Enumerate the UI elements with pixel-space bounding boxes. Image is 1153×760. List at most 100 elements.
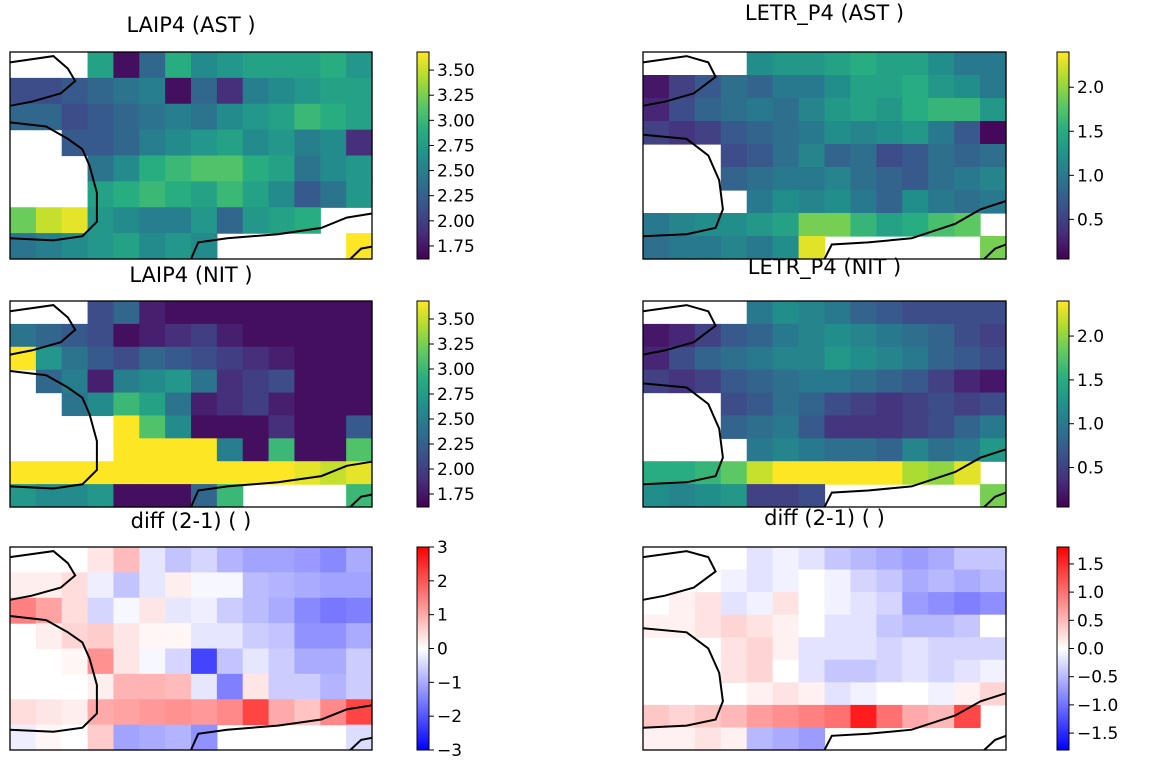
heatmap-cell: [928, 190, 955, 214]
heatmap-cell: [668, 484, 696, 508]
heatmap-cell: [113, 52, 140, 79]
heatmap-cell: [191, 52, 218, 79]
heatmap-cell: [87, 547, 115, 573]
heatmap-cell: [139, 369, 166, 394]
heatmap-cell: [668, 323, 696, 348]
heatmap-cell: [294, 415, 321, 439]
heatmap-cell: [320, 547, 347, 573]
heatmap-cell: [191, 301, 218, 325]
panel-title: LETR_P4 (NIT ): [748, 255, 901, 280]
heatmap-cell: [928, 438, 955, 462]
heatmap-cell: [268, 392, 296, 417]
heatmap-cell: [165, 346, 192, 371]
heatmap-cell: [720, 392, 748, 417]
heatmap-cell: [746, 301, 774, 325]
heatmap-cell: [113, 724, 140, 751]
heatmap-cell: [668, 75, 696, 99]
heatmap-cell: [824, 547, 852, 571]
colorbar-tick-label: 2.50: [437, 162, 475, 182]
panel-title: LAIP4 (AST ): [126, 13, 255, 37]
heatmap-cell: [694, 98, 722, 122]
heatmap-cell: [191, 415, 218, 439]
heatmap-cell: [954, 614, 981, 638]
heatmap-cell: [928, 75, 955, 99]
heatmap-cell: [720, 569, 748, 593]
heatmap-cell: [216, 52, 244, 79]
heatmap-cell: [850, 592, 877, 616]
heatmap-cell: [746, 415, 774, 439]
heatmap-cell: [346, 129, 373, 157]
heatmap-cell: [165, 233, 192, 260]
heatmap-cell: [242, 77, 270, 105]
heatmap-cell: [113, 346, 140, 371]
heatmap-cell: [165, 547, 192, 573]
heatmap-cell: [113, 572, 140, 599]
heatmap-cell: [87, 346, 115, 371]
heatmap-cell: [824, 346, 852, 371]
heatmap-cell: [876, 121, 903, 145]
heatmap-cell: [643, 569, 670, 593]
heatmap-cell: [850, 52, 877, 76]
heatmap-cell: [165, 484, 192, 508]
heatmap-cell: [746, 592, 774, 616]
heatmap-cell: [216, 103, 244, 131]
heatmap-cell: [165, 155, 192, 182]
heatmap-cell: [850, 415, 877, 439]
heatmap-cell: [242, 181, 270, 208]
heatmap-cell: [61, 103, 89, 131]
heatmap-cell: [746, 52, 774, 76]
heatmap-cell: [772, 592, 800, 616]
heatmap-cell: [798, 461, 826, 485]
heatmap-cell: [772, 461, 800, 485]
heatmap-cell: [772, 323, 800, 348]
colorbar-tick-label: 3.50: [437, 61, 475, 81]
heatmap-cell: [35, 346, 63, 371]
heatmap-cell: [87, 52, 115, 79]
colorbar-tick-label: 1.0: [1077, 583, 1104, 603]
heatmap-cell: [191, 648, 218, 675]
heatmap-cell: [772, 637, 800, 661]
heatmap-cell: [216, 77, 244, 105]
heatmap-cell: [980, 98, 1007, 122]
heatmap-panel-2: LETR_P4 (AST ) 2.0 1.5 1.0 0.5: [642, 1, 1104, 260]
heatmap-cell: [902, 190, 929, 214]
heatmap-cell: [87, 77, 115, 105]
heatmap-cell: [191, 233, 218, 260]
heatmap-cell: [165, 323, 192, 348]
heatmap-cell: [643, 727, 670, 751]
heatmap-cell: [113, 623, 140, 650]
heatmap-cell: [954, 52, 981, 76]
heatmap-cell: [165, 415, 192, 439]
heatmap-cell: [746, 438, 774, 462]
heatmap-cell: [35, 699, 63, 726]
heatmap-cell: [798, 704, 826, 729]
heatmap-cell: [242, 699, 270, 726]
heatmap-cell: [61, 369, 89, 394]
heatmap-cell: [720, 213, 748, 237]
colorbar-tick-label: 0.5: [1077, 210, 1104, 230]
heatmap-cell: [268, 673, 296, 700]
heatmap-cell: [139, 129, 166, 157]
heatmap-cell: [928, 659, 955, 683]
heatmap-cell: [113, 461, 140, 485]
heatmap-cell: [346, 699, 373, 726]
heatmap-cell: [720, 461, 748, 485]
colorbar: 2.0 1.5 1.0 0.5: [1056, 51, 1104, 260]
heatmap-cell: [139, 699, 166, 726]
heatmap-cell: [346, 597, 373, 624]
heatmap-cell: [35, 207, 63, 234]
heatmap-cell: [113, 207, 140, 234]
heatmap-cell: [346, 673, 373, 700]
coastline: [983, 243, 1007, 260]
heatmap-cell: [139, 207, 166, 234]
heatmap-cell: [850, 144, 877, 168]
colorbar-tick-label: −1.5: [1077, 724, 1118, 744]
heatmap-cell: [798, 323, 826, 348]
colorbar-tick-label: 2.00: [437, 212, 475, 232]
panel-frame: [9, 546, 373, 751]
heatmap-cell: [113, 415, 140, 439]
heatmap-cell: [191, 597, 218, 624]
colorbar-tick-label: 3.50: [437, 310, 475, 330]
heatmap-cell: [268, 572, 296, 599]
heatmap-cell: [87, 129, 115, 157]
